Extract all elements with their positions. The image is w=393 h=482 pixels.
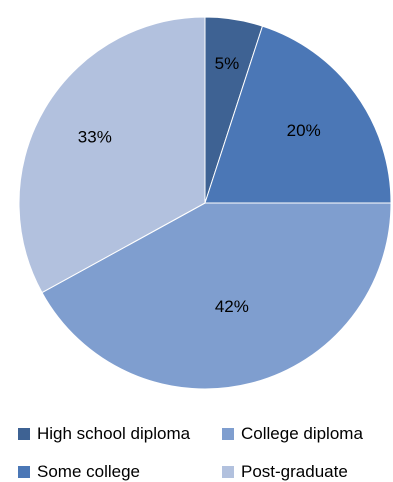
legend-swatch-some-college <box>18 466 30 478</box>
legend-item-high-school-diploma: High school diploma <box>18 424 190 444</box>
legend-label-college-diploma: College diploma <box>241 424 363 443</box>
data-label-college-diploma: 42% <box>215 297 249 316</box>
legend-swatch-high-school-diploma <box>18 428 30 440</box>
data-label-post-graduate: 33% <box>78 127 112 146</box>
pie-slice-some-college <box>204 25 392 204</box>
pie-slice-college-diploma <box>41 202 392 390</box>
legend-item-college-diploma: College diploma <box>222 424 363 444</box>
legend-label-post-graduate: Post-graduate <box>241 462 348 481</box>
legend-swatch-post-graduate <box>222 466 234 478</box>
pie-slices <box>18 16 392 390</box>
data-label-some-college: 20% <box>287 121 321 140</box>
legend-item-post-graduate: Post-graduate <box>222 462 348 482</box>
legend-label-some-college: Some college <box>37 462 141 481</box>
data-label-high-school-diploma: 5% <box>215 54 240 73</box>
legend-label-high-school-diploma: High school diploma <box>37 424 191 443</box>
pie-slice-post-graduate <box>18 16 206 294</box>
legend-item-some-college: Some college <box>18 462 140 482</box>
legend-swatch-college-diploma <box>222 428 234 440</box>
pie-labels: 5% 20% 42% 33% <box>78 54 321 316</box>
